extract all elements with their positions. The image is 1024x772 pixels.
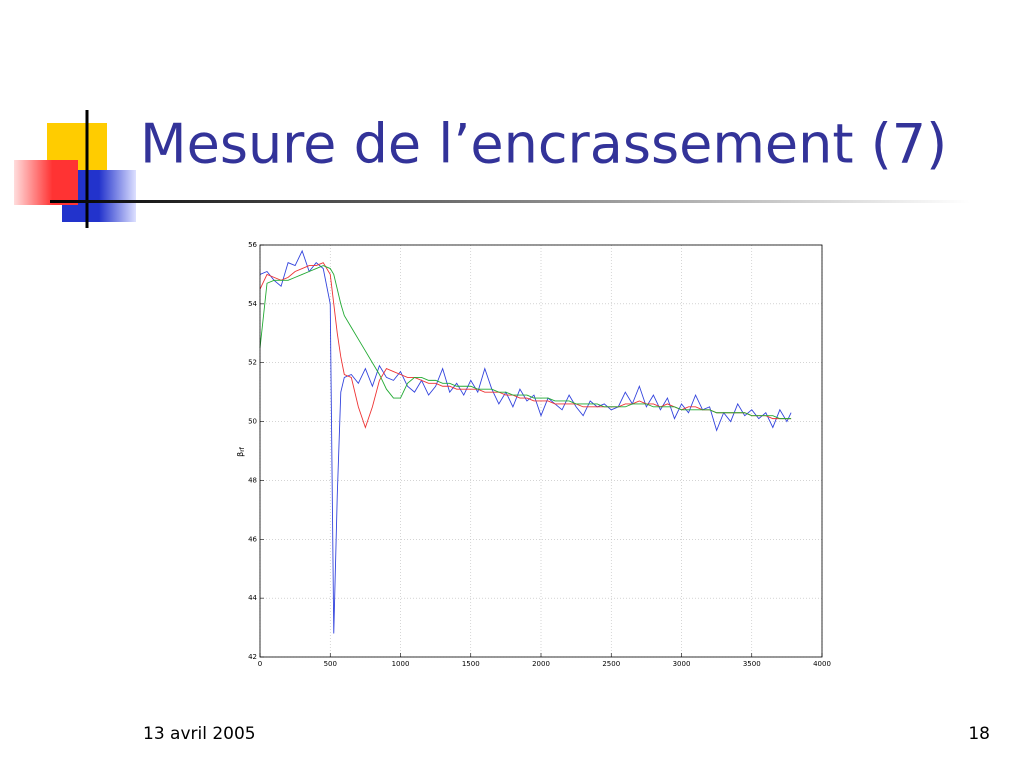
y-label-subscript: rf: [239, 446, 246, 451]
deco-red: [14, 160, 78, 205]
series-line: [259, 262, 792, 429]
x-tick-label: 2000: [532, 660, 550, 668]
x-tick-label: 4000: [813, 660, 831, 668]
x-tick-label: 500: [324, 660, 337, 668]
y-tick-label: 56: [248, 241, 257, 249]
x-tick-label: 0: [258, 660, 262, 668]
y-tick-label: 52: [248, 359, 257, 367]
x-tick-label: 2500: [602, 660, 620, 668]
page-number: 18: [968, 724, 990, 744]
series-line: [259, 249, 792, 634]
x-tick-label: 3000: [673, 660, 691, 668]
x-tick-label: 1500: [462, 660, 480, 668]
series-line: [259, 265, 792, 420]
y-tick-label: 42: [248, 653, 257, 661]
plot: 42 44 46 48 50 52 54 56 0 500 1000 1500 2000 2500 3000…: [248, 241, 831, 668]
y-axis-label: βrf: [236, 446, 246, 457]
y-label-symbol: β: [236, 452, 245, 457]
plot-frame: [259, 244, 823, 658]
slide-title: Mesure de l’encrassement (7): [140, 113, 947, 176]
x-tick-label: 3500: [743, 660, 761, 668]
y-tick-label: 48: [248, 476, 257, 484]
y-tick-label: 44: [248, 594, 257, 602]
x-tick-label: 1000: [392, 660, 410, 668]
deco-hline: [50, 200, 970, 203]
y-tick-label: 50: [248, 418, 257, 426]
y-tick-label: 54: [248, 300, 257, 308]
footer-date: 13 avril 2005: [143, 724, 256, 744]
y-tick-label: 46: [248, 535, 257, 543]
